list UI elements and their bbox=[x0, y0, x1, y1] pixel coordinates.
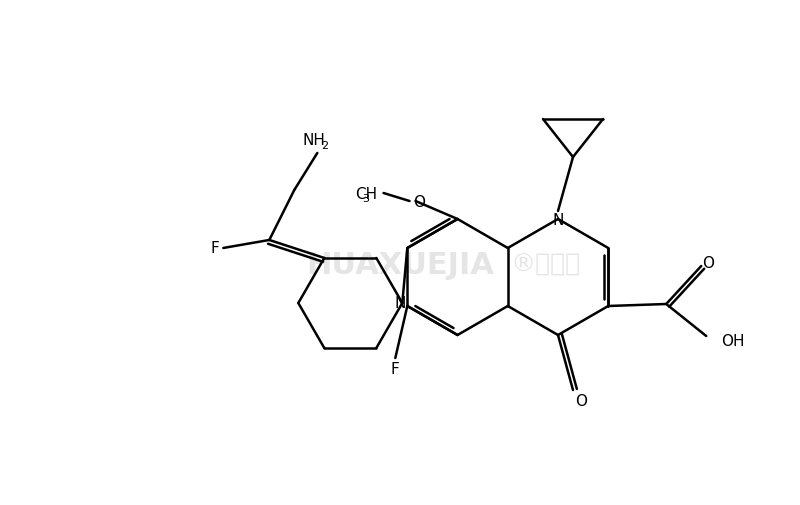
Text: F: F bbox=[211, 241, 220, 256]
Text: N: N bbox=[394, 296, 406, 311]
Text: CH: CH bbox=[355, 186, 378, 201]
Text: 3: 3 bbox=[362, 193, 370, 203]
Text: ®化学加: ®化学加 bbox=[510, 252, 580, 276]
Text: NH: NH bbox=[303, 133, 326, 148]
Text: O: O bbox=[414, 194, 426, 209]
Text: N: N bbox=[552, 212, 564, 227]
Text: O: O bbox=[702, 255, 714, 270]
Text: 2: 2 bbox=[321, 140, 328, 150]
Text: HUAXUEJIA: HUAXUEJIA bbox=[306, 250, 494, 279]
Text: OH: OH bbox=[722, 333, 745, 348]
Text: O: O bbox=[575, 393, 587, 408]
Text: F: F bbox=[391, 361, 400, 376]
